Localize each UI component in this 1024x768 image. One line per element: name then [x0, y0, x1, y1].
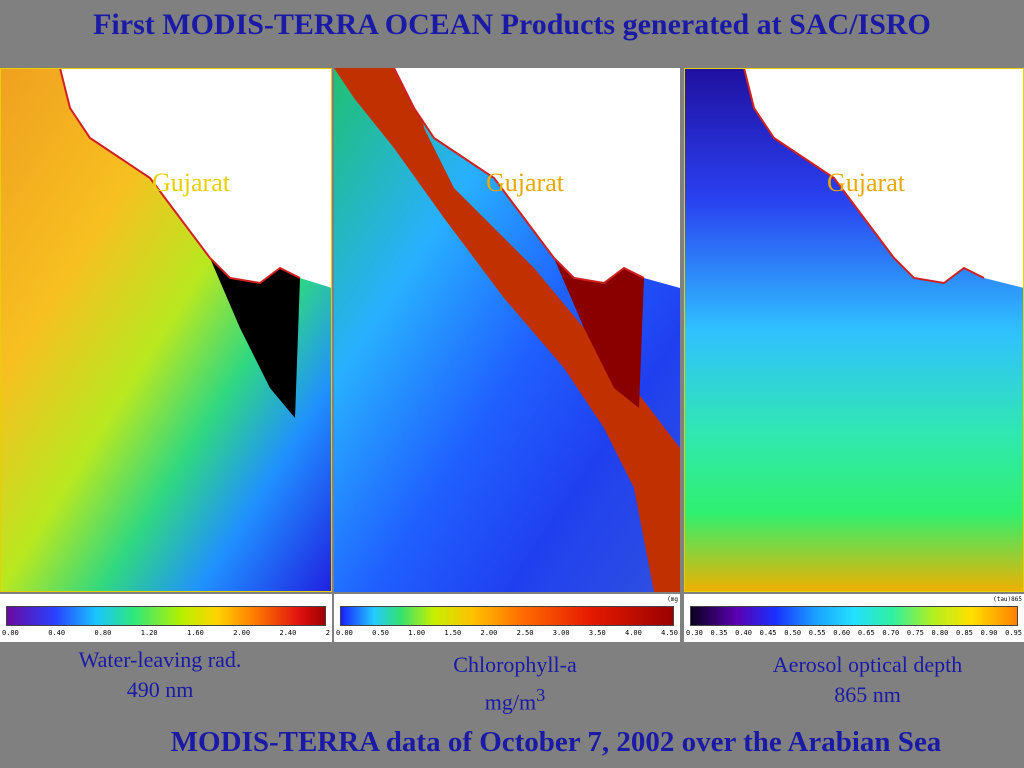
scale-tick: 0.80 — [94, 629, 112, 637]
scale-tick: 4.00 — [625, 629, 642, 637]
scale-tick: 2.40 — [279, 629, 297, 637]
scale-tick: 1.50 — [444, 629, 462, 637]
scale-tick: 2.00 — [480, 629, 498, 637]
region-label-gujarat: Gujarat — [486, 168, 564, 197]
caption-unit-superscript: 3 — [536, 685, 546, 705]
caption-line: Water-leaving rad. — [78, 647, 242, 672]
scale-tick: 0.55 — [808, 629, 826, 637]
region-label-gujarat: Gujarat — [152, 168, 230, 197]
color-scale-bar — [340, 606, 674, 626]
scale-ticks: 0.00 0.50 1.00 1.50 2.00 2.50 3.00 3.50 … — [336, 629, 678, 639]
scale-tick: 3.50 — [588, 629, 606, 637]
caption-line: mg/m3 — [380, 680, 650, 717]
water-leaving-radiance-map: Gujarat — [0, 68, 332, 592]
scale-tick: 0.60 — [833, 629, 851, 637]
region-label-gujarat: Gujarat — [827, 168, 905, 197]
scale-tick: 0.40 — [48, 629, 66, 637]
scale-tick: 0.70 — [882, 629, 900, 637]
scale-tick: 0.75 — [906, 629, 924, 637]
scale-tick: 0.85 — [956, 629, 973, 637]
aerosol-optical-depth-caption: Aerosol optical depth 865 nm — [720, 650, 1015, 710]
scale-tick: 2 — [325, 629, 330, 637]
caption-line: Chlorophyll-a — [453, 652, 577, 677]
water-leaving-radiance-caption: Water-leaving rad. 490 nm — [20, 645, 300, 705]
scale-tick: 1.60 — [187, 629, 204, 637]
aerosol-optical-depth-scale: (tau)865 0.30 0.35 0.40 0.45 0.50 0.55 0… — [684, 594, 1024, 642]
scale-tick: 3.00 — [552, 629, 570, 637]
water-leaving-radiance-scale: 0.00 0.40 0.80 1.20 1.60 2.00 2.40 2 — [0, 594, 332, 642]
scale-tick: 1.20 — [140, 629, 158, 637]
caption-line: Aerosol optical depth — [772, 652, 963, 677]
scale-tick: 0.30 — [686, 629, 703, 637]
scale-tick: 0.00 — [336, 629, 353, 637]
chlorophyll-a-scale: (mg 0.00 0.50 1.00 1.50 2.00 2.50 3.00 3… — [334, 594, 680, 642]
scale-tick: 0.50 — [784, 629, 802, 637]
color-scale-bar — [690, 606, 1018, 626]
scale-tick: 0.90 — [980, 629, 998, 637]
color-scale-bar — [6, 606, 326, 626]
scale-tick: 0.80 — [931, 629, 949, 637]
scale-ticks: 0.30 0.35 0.40 0.45 0.50 0.55 0.60 0.65 … — [686, 629, 1022, 639]
scale-tick: 0.65 — [857, 629, 875, 637]
scale-tick: 1.00 — [408, 629, 426, 637]
scale-tick: 2.50 — [516, 629, 534, 637]
scale-ticks: 0.00 0.40 0.80 1.20 1.60 2.00 2.40 2 — [2, 629, 330, 639]
scale-tick: 0.50 — [372, 629, 389, 637]
scale-tick: 2.00 — [233, 629, 251, 637]
unit-tag: (mg — [667, 596, 678, 603]
scale-tick: 0.40 — [735, 629, 752, 637]
scale-tick: 0.45 — [759, 629, 777, 637]
scale-tick: 0.35 — [710, 629, 728, 637]
caption-line: 865 nm — [834, 682, 901, 707]
scale-tick: 0.00 — [2, 629, 19, 637]
footer-caption: MODIS-TERRA data of October 7, 2002 over… — [170, 726, 942, 758]
scale-tick: 0.95 — [1005, 629, 1022, 637]
caption-line: 490 nm — [126, 677, 194, 702]
chlorophyll-a-caption: Chlorophyll-a mg/m3 — [380, 650, 650, 717]
aerosol-optical-depth-map: Gujarat — [684, 68, 1024, 592]
scale-tick: 4.50 — [661, 629, 678, 637]
unit-tag: (tau)865 — [993, 596, 1022, 603]
caption-unit: mg/m — [484, 689, 537, 715]
page-title: First MODIS-TERRA OCEAN Products generat… — [93, 8, 931, 41]
chlorophyll-a-map: Gujarat — [334, 68, 680, 592]
